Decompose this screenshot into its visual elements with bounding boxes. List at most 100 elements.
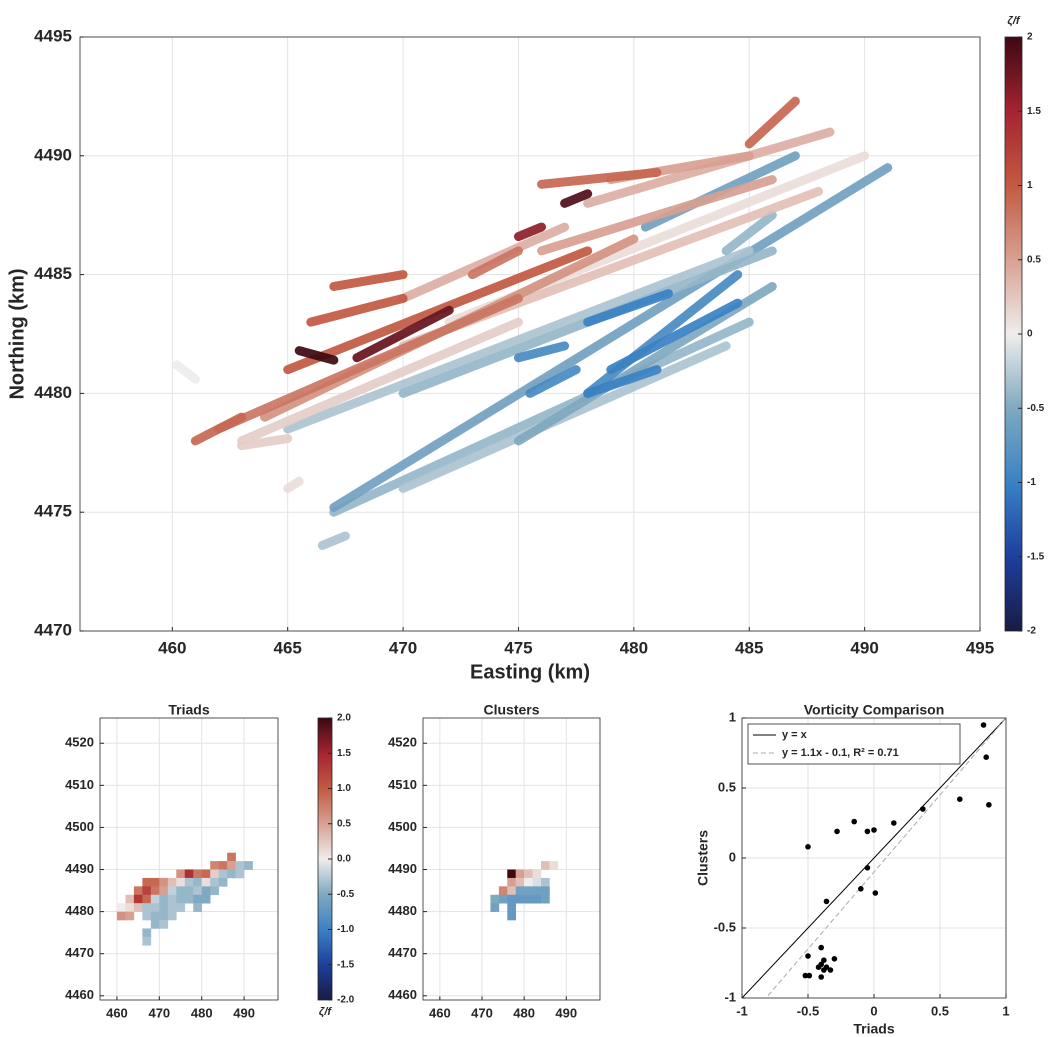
cell <box>210 877 219 887</box>
fit-line <box>765 718 1006 998</box>
colorbar-tick-label: 0.5 <box>337 818 351 829</box>
colorbar-tick-label: 1.5 <box>337 748 351 759</box>
point <box>818 974 824 980</box>
cell <box>184 869 194 879</box>
y-tick-label: 4490 <box>65 861 94 876</box>
y-tick-label: 4460 <box>65 987 94 1002</box>
x-tick-label: 465 <box>274 638 302 657</box>
point <box>815 964 822 970</box>
cell <box>184 877 194 887</box>
x-tick-label: -1 <box>736 1003 748 1018</box>
y-tick-label: 4490 <box>34 145 72 164</box>
cell <box>227 861 236 870</box>
track <box>283 246 754 434</box>
cell <box>507 903 517 912</box>
cell <box>515 869 525 879</box>
track <box>513 341 570 363</box>
colorbar-tick-label: 0 <box>1027 329 1033 340</box>
cell <box>490 894 500 904</box>
cell <box>142 911 152 921</box>
track <box>606 298 743 375</box>
track <box>537 175 777 256</box>
y-tick-label: 4490 <box>388 861 417 876</box>
point <box>802 972 809 979</box>
point <box>872 890 879 896</box>
track <box>467 246 523 280</box>
cell <box>159 886 169 896</box>
cell <box>133 886 143 896</box>
y-tick-label: 4500 <box>388 819 417 834</box>
colorbar-tick-label: 1.5 <box>1027 106 1041 117</box>
cell <box>176 877 186 887</box>
colorbar-tick-label: -0.5 <box>1027 403 1045 414</box>
cell <box>235 861 245 870</box>
colorbar-tick-label: 1 <box>1027 180 1033 191</box>
point <box>827 967 834 973</box>
track <box>306 293 408 327</box>
point <box>821 967 827 973</box>
cell <box>541 886 550 896</box>
fit-line <box>742 718 1006 998</box>
y-axis-label: Northing (km) <box>6 268 28 399</box>
cell <box>507 894 517 904</box>
cell <box>541 894 550 904</box>
x-tick-label: 480 <box>191 1005 213 1020</box>
x-tick-label: 470 <box>389 638 417 657</box>
x-tick-label: 470 <box>148 1005 170 1020</box>
track <box>352 305 454 363</box>
colorbar-tick-label: 0.5 <box>1027 254 1041 265</box>
cell <box>210 886 219 896</box>
cell <box>142 877 152 887</box>
x-tick-label: 460 <box>429 1005 451 1020</box>
colorbar-tick-label: 2 <box>1027 32 1033 43</box>
x-tick-label: 480 <box>620 638 648 657</box>
point <box>823 898 830 905</box>
track <box>537 167 662 189</box>
cell <box>142 936 152 946</box>
y-tick-label: -1 <box>724 989 736 1004</box>
point <box>871 827 877 833</box>
cell <box>176 886 186 896</box>
colorbar-tick-label: -1.5 <box>1027 551 1045 562</box>
plot-data <box>172 96 893 550</box>
cell <box>193 869 203 879</box>
point <box>805 953 811 959</box>
cell <box>532 894 542 904</box>
colorbar-tick-label: 0.0 <box>337 854 351 865</box>
x-tick-label: 495 <box>966 638 994 657</box>
point <box>858 886 864 892</box>
cell <box>490 903 500 912</box>
point <box>920 806 926 812</box>
y-tick-label: -0.5 <box>714 919 736 934</box>
x-tick-label: 480 <box>513 1005 535 1020</box>
cell <box>167 894 177 904</box>
cell <box>176 903 186 912</box>
cell <box>201 886 211 896</box>
cell <box>201 894 211 904</box>
cell <box>159 920 169 929</box>
cell <box>133 903 143 912</box>
colorbar-tick-label: -1.5 <box>337 959 355 970</box>
legend-label: y = 1.1x - 0.1, R² = 0.71 <box>782 747 899 759</box>
axes-frame <box>741 717 1007 999</box>
legend-box <box>747 723 961 765</box>
plot-data <box>742 718 1006 998</box>
y-tick-label: 4485 <box>34 264 72 283</box>
point <box>891 820 897 826</box>
cell <box>515 886 525 896</box>
legend-label: y = x <box>782 729 808 741</box>
cell <box>507 869 517 879</box>
cell <box>210 861 219 870</box>
colorbar-tick-label: -1.0 <box>337 924 355 935</box>
panel-0: 460 465 470 475 480 485 490 495 4470 4475 4480 4485… <box>6 26 994 683</box>
x-tick-label: 490 <box>850 638 878 657</box>
point <box>806 972 813 979</box>
colorbar-label: ζ/f <box>1007 15 1020 27</box>
point <box>818 944 824 951</box>
cell <box>532 869 542 879</box>
point <box>980 722 987 728</box>
panel-3: -2.0 -1.5 -1.0 -0.5 0.0 0.5 1.0 1.5 2.0 ζ/f <box>317 713 355 1018</box>
cell <box>524 877 533 887</box>
cell <box>142 928 152 938</box>
